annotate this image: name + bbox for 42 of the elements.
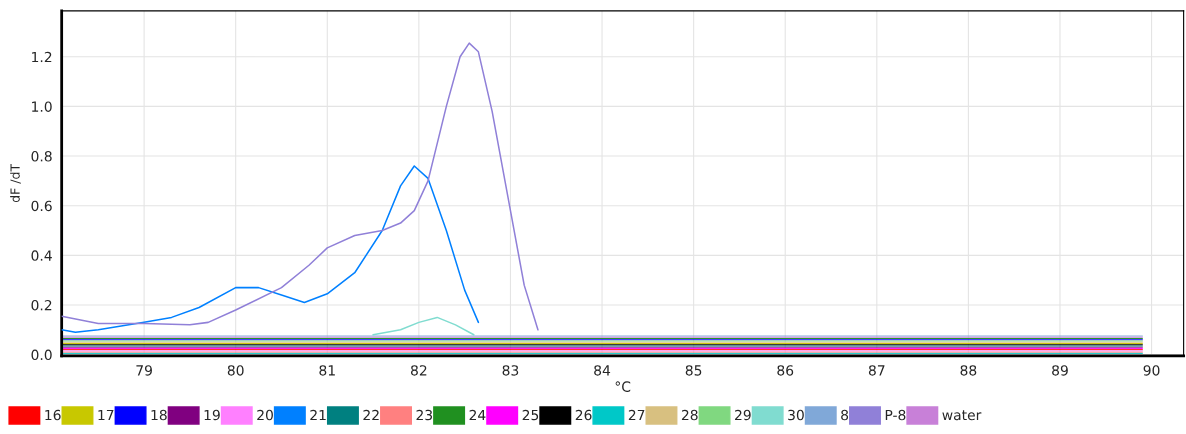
x-tick-label: 87	[868, 365, 885, 376]
x-tick-label: 86	[777, 365, 794, 376]
legend-label: 24	[469, 409, 486, 421]
line-series	[61, 165, 480, 334]
legend-label: 30	[788, 409, 804, 421]
legend-label: 26	[575, 409, 592, 421]
legend-label: 19	[204, 409, 220, 421]
x-tick-label: 81	[319, 365, 335, 376]
y-axis-title: dF /dT	[10, 163, 21, 203]
legend-label: 8	[841, 409, 849, 421]
legend-label: P-8	[885, 409, 906, 421]
legend-label: 21	[310, 409, 326, 421]
legend-label: 29	[735, 409, 751, 421]
y-tick-label: 0.4	[31, 250, 52, 261]
x-tick-label: 88	[960, 365, 977, 376]
line-series	[61, 42, 539, 331]
y-tick-label: 0.2	[31, 299, 52, 311]
x-tick-label: 90	[1143, 365, 1160, 376]
x-tick-label: 82	[410, 365, 427, 376]
y-tick-label: 1.0	[32, 101, 52, 112]
legend-label: 20	[257, 409, 273, 421]
legend-label: 28	[681, 409, 698, 421]
x-tick-label: 89	[1052, 365, 1068, 376]
x-axis-title: °C	[615, 381, 631, 392]
y-tick-label: 0.6	[31, 200, 52, 212]
legend-label: 23	[416, 409, 433, 421]
x-tick-label: 80	[227, 365, 244, 376]
y-tick-label: 0.0	[31, 349, 52, 361]
legend-label: 17	[98, 409, 114, 421]
legend-label: 22	[363, 409, 379, 421]
legend-label: water	[942, 410, 982, 421]
x-tick-label: 84	[594, 365, 611, 376]
legend-label: 18	[151, 409, 167, 421]
x-tick-label: 83	[502, 365, 519, 376]
y-tick-label: 1.2	[32, 51, 52, 63]
line-series	[372, 316, 475, 336]
legend-label: 16	[45, 409, 61, 421]
y-tick-label: 0.8	[31, 151, 52, 162]
x-tick-label: 85	[685, 365, 702, 376]
x-tick-label: 79	[136, 365, 152, 376]
legend-label: 25	[522, 409, 539, 421]
legend-label: 27	[628, 409, 645, 421]
